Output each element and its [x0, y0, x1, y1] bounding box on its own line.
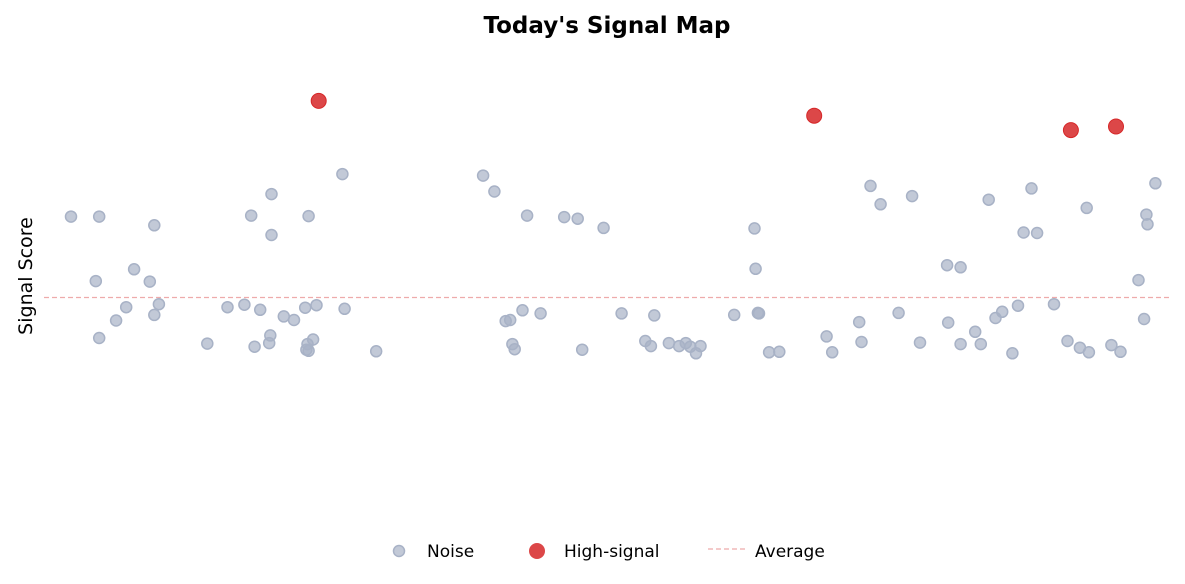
- noise-point: [310, 298, 323, 312]
- noise-point: [648, 309, 661, 322]
- noise-point: [148, 219, 161, 232]
- noise-point: [864, 179, 877, 193]
- noise-point: [727, 308, 741, 322]
- noise-point: [954, 261, 967, 274]
- noise-point: [1141, 218, 1154, 231]
- noise-point: [694, 339, 707, 353]
- high-signal-point: [1108, 118, 1124, 135]
- noise-point: [1030, 226, 1044, 240]
- noise-point: [1132, 273, 1145, 287]
- noise-point: [302, 344, 315, 358]
- noise-point: [615, 307, 628, 320]
- noise-point: [762, 346, 776, 359]
- noise-point: [1047, 297, 1061, 311]
- noise-point: [287, 313, 301, 327]
- noise-point: [1149, 177, 1162, 190]
- noise-point: [995, 305, 1009, 319]
- noise-point: [302, 209, 315, 223]
- noise-point: [244, 209, 258, 222]
- noise-point: [64, 210, 78, 223]
- noise-point: [1017, 226, 1030, 239]
- noise-point: [820, 330, 833, 343]
- noise-point: [892, 306, 905, 320]
- noise-point: [752, 307, 766, 320]
- high-signal-point: [1062, 122, 1079, 139]
- noise-point: [148, 308, 161, 322]
- noise-point: [954, 337, 967, 351]
- noise-point: [516, 304, 529, 317]
- noise-point: [277, 310, 291, 323]
- chart-title: Today's Signal Map: [483, 13, 730, 39]
- noise-point: [143, 275, 157, 288]
- high-signal-point: [806, 107, 823, 124]
- noise-point: [503, 313, 517, 327]
- noise-point: [773, 345, 786, 359]
- legend-label-high-signal: High-signal: [564, 542, 660, 562]
- legend: Noise High-signal Average: [392, 542, 825, 562]
- noise-point: [248, 340, 261, 353]
- noise-point: [92, 210, 106, 223]
- noise-point: [238, 298, 251, 311]
- noise-point: [119, 300, 133, 314]
- noise-point: [1082, 346, 1096, 359]
- noise-point: [913, 336, 927, 349]
- noise-point: [874, 198, 887, 211]
- legend-marker-noise: [392, 544, 406, 558]
- high-signal-point: [310, 92, 327, 109]
- noise-point: [476, 169, 490, 182]
- noise-point: [968, 325, 982, 339]
- noise-point: [152, 297, 166, 311]
- noise-point: [1114, 345, 1127, 359]
- noise-point: [488, 185, 501, 198]
- noise-point: [253, 303, 267, 317]
- noise-point: [201, 337, 214, 350]
- noise-point: [825, 346, 839, 359]
- noise-point: [89, 274, 103, 288]
- noise-point: [336, 167, 349, 181]
- noise-point: [1011, 299, 1025, 312]
- noise-point: [534, 307, 547, 320]
- noise-point: [1080, 201, 1093, 215]
- noise-point: [338, 302, 351, 316]
- noise-point: [644, 339, 658, 353]
- y-axis-label: Signal Score: [15, 217, 37, 335]
- noise-point: [369, 345, 383, 358]
- noise-point: [127, 263, 141, 276]
- points-layer: [64, 92, 1162, 360]
- noise-point: [1061, 334, 1074, 348]
- noise-point: [520, 209, 534, 222]
- noise-point: [748, 222, 761, 235]
- legend-label-average: Average: [755, 542, 825, 562]
- noise-point: [265, 187, 278, 201]
- legend-label-noise: Noise: [427, 542, 474, 562]
- noise-point: [749, 262, 762, 276]
- noise-point: [298, 301, 312, 314]
- noise-point: [1025, 182, 1038, 195]
- noise-point: [109, 314, 123, 327]
- noise-point: [855, 335, 868, 349]
- noise-point: [571, 212, 584, 225]
- noise-point: [265, 228, 278, 242]
- noise-point: [221, 300, 234, 314]
- noise-point: [982, 193, 995, 206]
- noise-point: [1137, 312, 1151, 326]
- noise-point: [92, 331, 106, 345]
- legend-marker-high-signal: [529, 543, 545, 559]
- noise-point: [575, 343, 589, 356]
- noise-point: [941, 316, 955, 329]
- noise-point: [974, 337, 988, 351]
- noise-point: [557, 210, 571, 224]
- noise-point: [852, 315, 866, 329]
- noise-point: [264, 329, 277, 342]
- noise-point: [1006, 347, 1019, 360]
- noise-point: [1105, 338, 1118, 352]
- noise-point: [597, 221, 610, 235]
- noise-point: [508, 342, 521, 356]
- noise-point: [940, 258, 954, 272]
- noise-point: [306, 333, 320, 346]
- noise-point: [905, 189, 919, 203]
- noise-point: [662, 336, 676, 350]
